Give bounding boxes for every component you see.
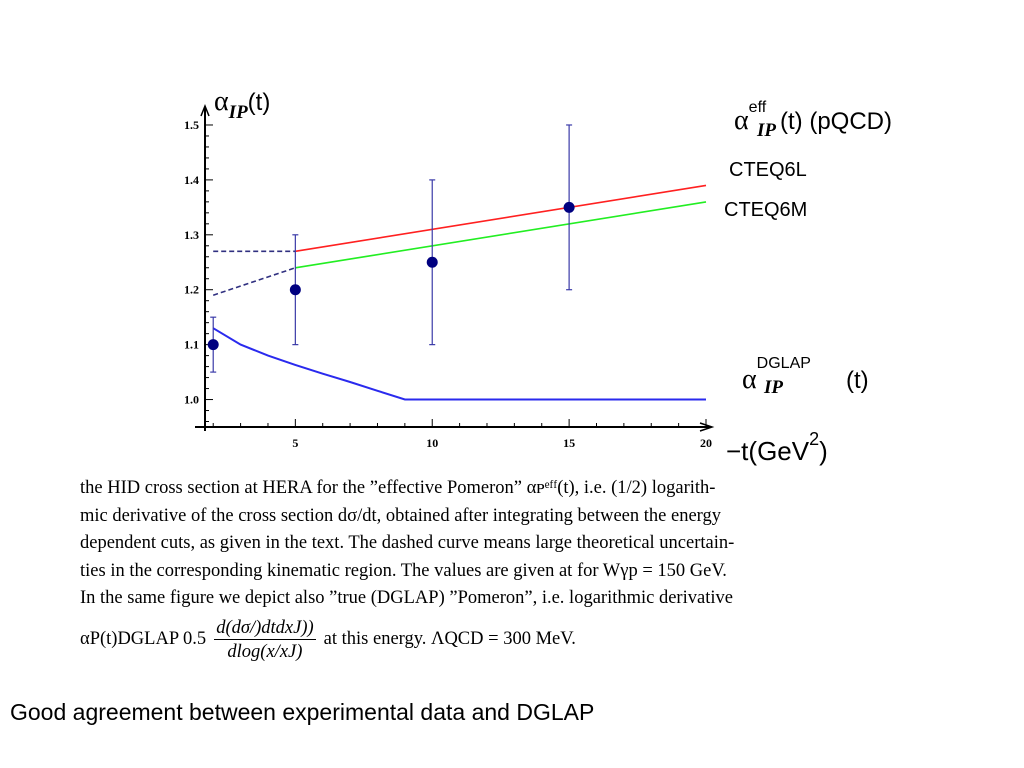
y-tick-label: 1.0 [184,393,199,407]
y-tick-label: 1.5 [184,118,199,132]
formula-fraction: d(dσ/)dtdxJ)) dlog(x/xJ) [214,617,316,664]
caption-line-5: In the same figure we depict also ”true … [80,588,733,608]
data-point [207,316,219,373]
caption-line-2: mic derivative of the cross section dσ/d… [80,505,721,526]
series-line-dglap [212,327,706,401]
y-axis-arrow [200,103,210,117]
chart-data-points [207,124,575,373]
data-point-marker [426,256,438,268]
formula-numerator: d(dσ/)dtdxJ)) [214,617,316,640]
x-tick-label: 5 [292,436,298,450]
data-point-marker [289,284,301,296]
cteq6m-label: CTEQ6M [724,199,807,221]
x-tick-label: 20 [700,436,712,450]
bottom-note: Good agreement between experimental data… [10,699,595,725]
series-line-cteq6m [295,201,707,269]
chart-axes: 1.0 1.1 1.2 1.3 1.4 1.5 5 10 15 20 [184,103,715,450]
data-point-marker [563,201,575,213]
figure-caption: the HID cross section at HERA for the ”e… [80,475,940,664]
caption-line-1: the HID cross section at HERA for the ”e… [80,478,716,498]
dglap-label: αDGLAP IP (t) [742,355,869,398]
y-axis-label: αIP(t) [214,86,270,123]
x-axis-label: −t(GeV2) [726,429,828,466]
chart-series [212,184,707,401]
series-line-dashed-3 [212,267,296,296]
formula-suffix: at this energy. ΛQCD = 300 MeV. [323,629,576,650]
caption-formula-line: αP(t)DGLAP 0.5 d(dσ/)dtdxJ)) dlog(x/xJ) … [80,617,940,664]
y-tick-label: 1.3 [184,228,199,242]
x-tick-label: 15 [563,436,575,450]
y-tick-label: 1.2 [184,283,199,297]
pqcd-label: αeff IP (t) (pQCD) [734,99,892,141]
formula-denominator: dlog(x/xJ) [227,641,303,662]
series-line-cteq6l [295,184,707,253]
formula-prefix: αP(t)DGLAP 0.5 [80,629,207,650]
chart: 1.0 1.1 1.2 1.3 1.4 1.5 5 10 15 20 αIP(t) −t(GeV2… [184,86,892,466]
cteq6l-label: CTEQ6L [729,159,807,181]
y-tick-label: 1.1 [184,338,199,352]
data-point-marker [207,339,219,351]
x-axis-arrow [699,422,715,432]
y-tick-label: 1.4 [184,173,199,187]
caption-line-3: dependent cuts, as given in the text. Th… [80,533,735,553]
caption-line-4: ties in the corresponding kinematic regi… [80,560,727,581]
x-tick-label: 10 [426,436,438,450]
data-point [426,179,438,346]
data-point [289,234,301,346]
data-point [563,124,575,291]
